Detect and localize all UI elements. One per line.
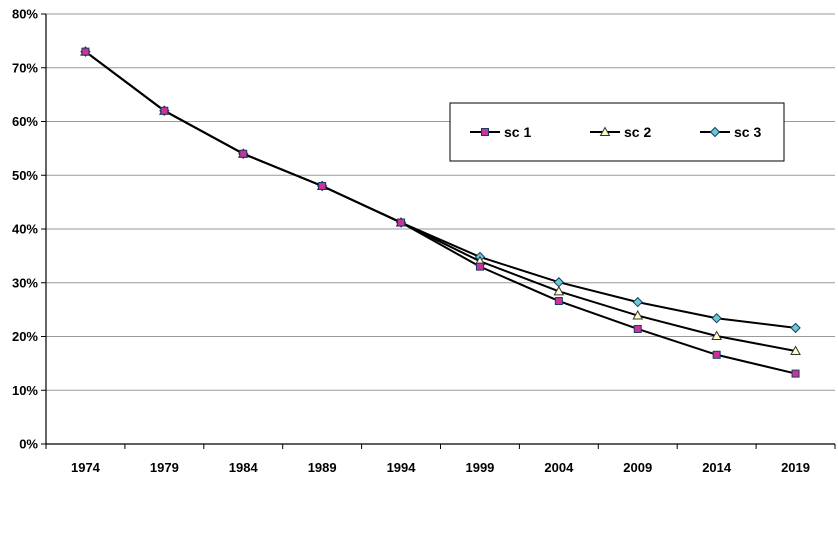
data-point [712,350,721,359]
legend-marker [709,126,721,138]
data-point [239,149,248,158]
legend-marker [599,126,611,136]
series-line [84,50,796,375]
legend-label: sc 2 [624,124,651,140]
y-tick-label: 60% [12,114,38,129]
data-point [81,47,90,56]
data-point [554,297,563,306]
legend-label: sc 3 [734,124,761,140]
data-point [632,296,643,308]
y-tick-label: 0% [19,437,38,452]
y-axis: 0% 10% 20% 30% 40% 50% 60% 70% 80% [12,7,47,452]
data-point [475,262,484,271]
x-tick-label: 1979 [150,460,179,475]
gridlines [46,13,835,391]
series-markers [80,46,801,378]
series-lines [84,50,796,375]
data-point [553,277,565,288]
x-tick-label: 2014 [702,460,732,475]
x-tick-label: 2004 [544,460,574,475]
data-point [553,285,565,296]
x-tick-label: 1989 [308,460,337,475]
y-tick-label: 40% [12,222,38,237]
data-point [790,322,801,334]
y-tick-label: 20% [12,329,38,344]
data-point [790,345,801,356]
x-tick-label: 1994 [387,460,417,475]
legend: sc 1 sc 2 sc 3 [449,102,785,162]
y-tick-label: 80% [12,7,38,22]
x-tick-label: 1974 [71,460,101,475]
x-tick-label: 1999 [465,460,494,475]
x-axis: 1974 1979 1984 1989 1994 1999 2004 2009 2014 2019 [45,443,836,475]
data-point [633,324,642,333]
data-point [711,330,723,340]
x-tick-label: 2019 [781,460,810,475]
x-tick-label: 2009 [623,460,652,475]
y-tick-label: 30% [12,275,38,290]
data-point [397,218,406,227]
y-tick-label: 70% [12,60,38,75]
data-point [791,369,800,378]
data-point [318,182,327,190]
series-line [84,50,796,329]
y-tick-label: 50% [12,168,38,183]
data-point [711,313,722,324]
data-point [632,310,644,320]
y-tick-label: 10% [12,383,38,398]
data-point [160,106,169,115]
legend-label: sc 1 [504,124,531,140]
x-tick-label: 1984 [229,460,259,475]
legend-marker [481,128,489,136]
series-line [84,50,796,352]
